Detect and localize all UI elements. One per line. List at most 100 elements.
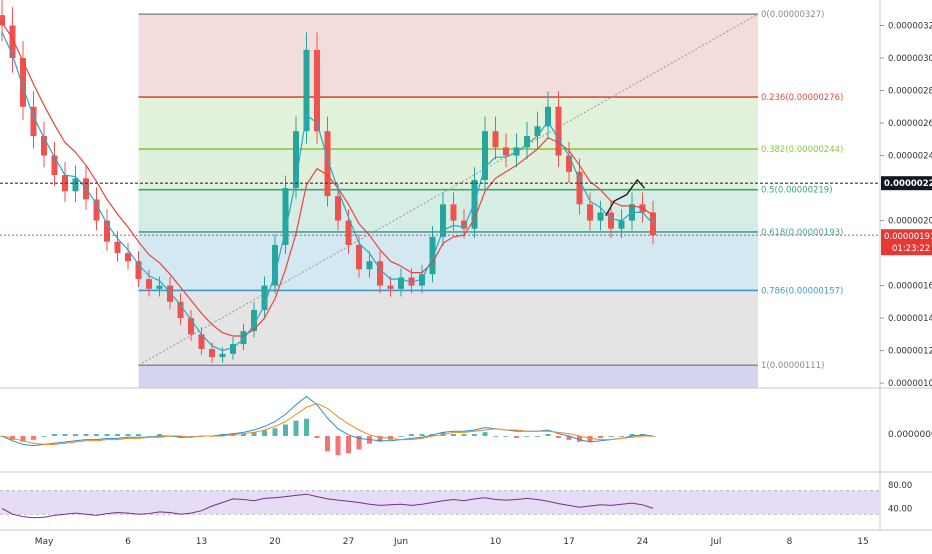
candle-body: [471, 179, 478, 229]
candle-body: [188, 318, 194, 335]
macd-hist-bar: [241, 434, 246, 436]
current-price-badge: [881, 176, 932, 191]
fib-level-label: 0.382(0.00000244): [761, 145, 843, 155]
macd-hist-bar: [325, 436, 330, 452]
macd-hist-bar: [157, 434, 162, 436]
candle-body: [41, 136, 47, 156]
macd-hist-bar: [451, 434, 456, 436]
fib-level-label: 0.618(0.00000193): [761, 228, 843, 238]
candle-body: [156, 285, 163, 289]
candle-body: [125, 253, 131, 262]
time-axis-ticks[interactable]: May 6 13 20 27 Jun 10 17 24 Jul 8 15: [35, 537, 869, 547]
candle-body: [198, 334, 205, 349]
time-tick-label: 13: [196, 537, 207, 547]
ema-fast-line: [1, 31, 654, 352]
candle-body: [618, 220, 625, 229]
candle-body: [240, 331, 247, 345]
candle-body: [555, 106, 562, 156]
candle-body: [419, 274, 425, 286]
candle-body: [345, 220, 352, 245]
macd-hist-bar: [377, 436, 383, 442]
candle-body: [177, 301, 184, 319]
candle-body: [366, 261, 373, 270]
candle-body: [324, 131, 331, 197]
candle-body: [534, 126, 541, 137]
candle-body: [314, 49, 320, 132]
candle-body: [377, 261, 383, 286]
macd-hist-bar: [125, 434, 131, 436]
fib-level-label: 0.5(0.00000219): [761, 186, 833, 196]
fib-labels: 0(0.00000327) 0.236(0.00000276) 0.382(0.00…: [761, 10, 843, 371]
rsi-axis-ticks: 80.00 40.00: [888, 481, 912, 515]
last-price-badge: [881, 229, 932, 256]
macd-hist-bar: [41, 436, 47, 437]
candle-body: [408, 277, 415, 286]
candle-body: [524, 136, 530, 148]
fib-level-label: 0.786(0.00000157): [761, 286, 843, 296]
fib-trend-line[interactable]: [138, 13, 759, 366]
macd-hist-bar: [472, 434, 477, 436]
candle-body: [261, 285, 268, 310]
candle-body: [482, 131, 488, 180]
fib-zone: [138, 189, 758, 232]
rsi-tick-label: 40.00: [888, 504, 912, 514]
candle-body: [503, 147, 509, 156]
candle-body: [272, 244, 278, 286]
macd-hist-bar: [440, 432, 446, 436]
time-tick-label: 10: [490, 537, 502, 547]
macd-hist-bar: [461, 434, 467, 436]
fib-zone: [138, 14, 758, 98]
macd-hist-bar: [104, 434, 110, 436]
macd-hist-bar: [619, 436, 624, 437]
macd-hist-bar: [556, 436, 561, 438]
macd-hist-bar: [62, 434, 68, 436]
macd-hist-bar: [566, 436, 572, 440]
time-tick-label: 15: [857, 537, 868, 547]
macd-hist-bar: [545, 434, 551, 436]
rsi-tick-label: 80.00: [888, 481, 912, 491]
candle-body: [335, 196, 341, 221]
last-price-label: 0.00000191: [884, 232, 932, 242]
macd-hist-bar: [409, 434, 414, 436]
candle-body: [545, 106, 551, 127]
time-tick-label: 8: [787, 537, 793, 547]
candle-body: [146, 279, 152, 289]
time-tick-label: Jul: [710, 537, 722, 547]
candle-body: [429, 236, 436, 275]
fib-level-label: 1(0.00000111): [761, 361, 824, 371]
macd-hist-bar: [398, 436, 404, 437]
candle-body: [398, 277, 404, 289]
candle-body: [209, 348, 215, 358]
rsi-line: [1, 493, 654, 519]
candle-body: [576, 171, 583, 205]
rsi-band: [0, 490, 880, 515]
candle-body: [20, 58, 26, 107]
candle-body: [440, 204, 446, 237]
macd-hist-bar: [251, 432, 257, 436]
macd-hist-bar: [31, 436, 36, 440]
candle-body: [303, 49, 310, 132]
candle-body: [167, 285, 173, 302]
fib-level-label: 0.236(0.00000276): [761, 93, 843, 103]
price-badges: 0.00000223 0.00000191 01:23:22: [881, 176, 932, 256]
macd-hist-bar: [136, 434, 141, 436]
candle-body: [282, 188, 289, 245]
macd-hist-bar: [283, 424, 288, 436]
candle-body: [9, 25, 16, 59]
candle-body: [104, 220, 110, 242]
projection-path[interactable]: [605, 178, 646, 217]
macd-hist-bar: [262, 430, 267, 436]
macd-hist-bar: [608, 436, 614, 437]
candle-body: [230, 344, 236, 354]
candle-body: [114, 241, 121, 254]
macd-hist-bar: [83, 434, 89, 436]
macd-hist-bar: [52, 434, 57, 436]
